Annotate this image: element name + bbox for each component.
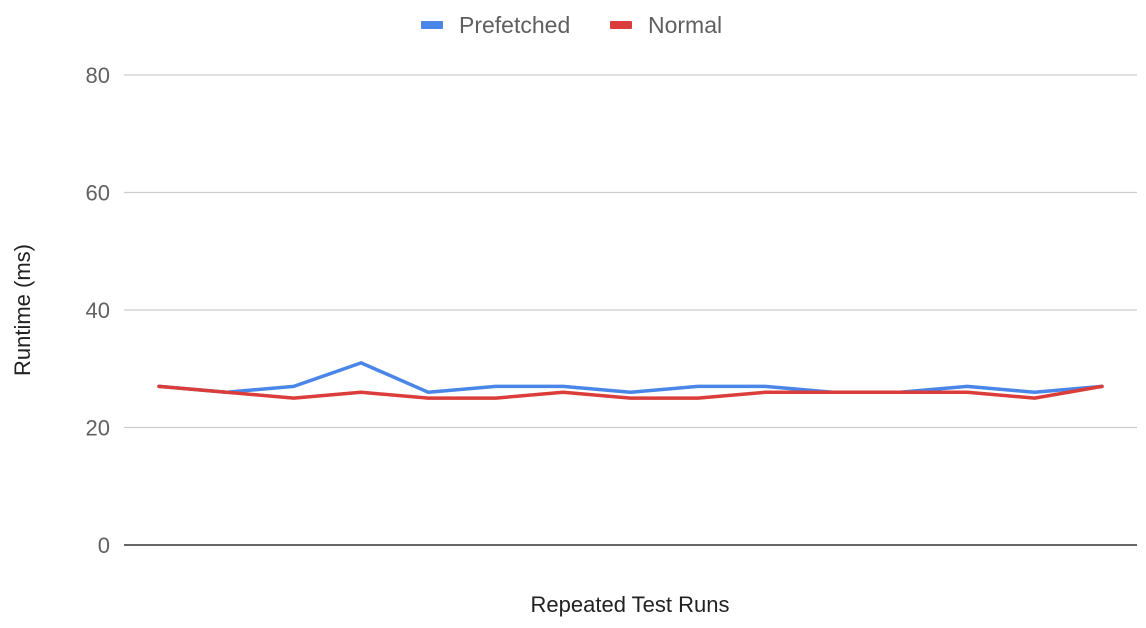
legend-swatch-normal — [610, 21, 632, 29]
y-axis-title: Runtime (ms) — [10, 244, 35, 376]
legend-label-normal: Normal — [648, 12, 722, 38]
y-tick-label: 0 — [98, 533, 110, 558]
series-line-normal — [157, 384, 1104, 400]
series-line-prefetched — [157, 361, 1104, 395]
y-tick-label: 60 — [86, 181, 110, 206]
series-lines — [157, 361, 1104, 400]
legend-label-prefetched: Prefetched — [459, 12, 570, 38]
y-axis-tick-labels: 0 20 40 60 80 — [86, 63, 110, 558]
legend-swatch-prefetched — [421, 21, 443, 29]
x-axis-title: Repeated Test Runs — [531, 592, 730, 617]
y-tick-label: 40 — [86, 298, 110, 323]
gridlines — [124, 74, 1137, 546]
y-tick-label: 20 — [86, 416, 110, 441]
legend: Prefetched Normal — [421, 12, 722, 38]
y-tick-label: 80 — [86, 63, 110, 88]
